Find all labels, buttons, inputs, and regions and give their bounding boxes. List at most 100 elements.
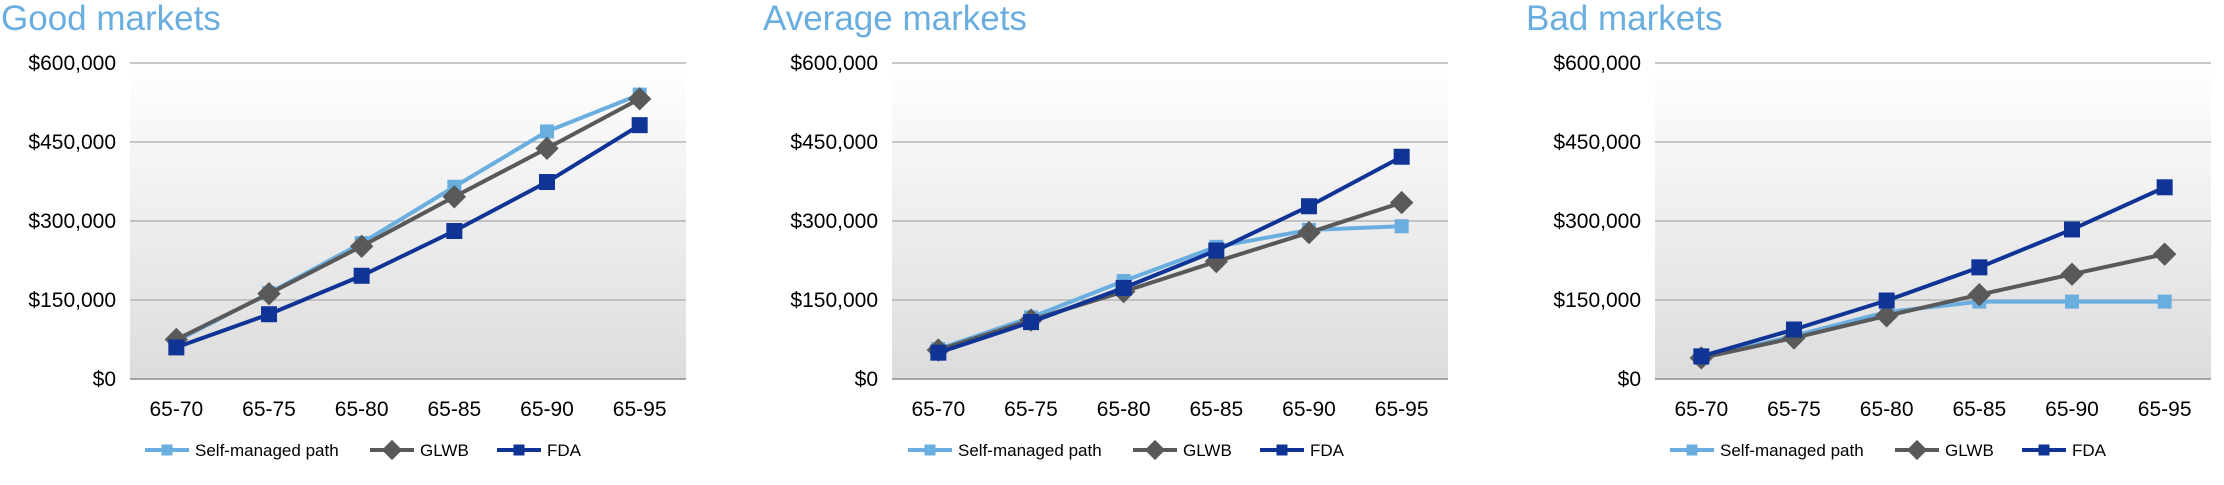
x-tick-label: 65-85 [427,398,481,421]
data-point [930,344,947,361]
data-point [168,339,185,356]
y-tick-label: $450,000 [1553,131,1641,154]
legend-label: GLWB [1945,441,1994,460]
x-tick-label: 65-85 [1189,398,1243,421]
data-point [261,306,277,323]
data-point [540,124,554,139]
data-point [1967,283,1992,307]
x-tick-label: 65-95 [1375,398,1429,421]
legend-marker [2038,444,2050,456]
legend-marker [381,439,403,461]
data-point [1878,292,1895,309]
legend-marker [1906,439,1928,461]
legend-marker [513,444,525,456]
data-point [1874,304,1899,328]
x-tick-label: 65-80 [335,398,389,421]
y-tick-label: $300,000 [1553,210,1641,233]
data-point [1394,219,1409,234]
y-tick-label: $450,000 [790,131,878,154]
chart-panel-1: Good markets $0 $150,000 $300,000 $450,000 $6… [1,0,686,461]
x-tick-label: 65-90 [520,398,574,421]
data-point [349,234,374,258]
data-point [2152,242,2177,266]
y-tick-label: $300,000 [28,210,116,233]
x-tick-label: 65-75 [1004,398,1058,421]
data-point [2065,294,2079,309]
data-point [1393,148,1410,165]
chart-title: Average markets [763,0,1027,38]
y-tick-label: $450,000 [28,131,116,154]
legend-label: Self-managed path [958,441,1102,460]
legend-label: FDA [547,441,582,460]
y-tick-label: $0 [855,368,878,391]
data-point [257,281,281,306]
chart-title: Bad markets [1526,0,1722,38]
y-tick-label: $300,000 [790,210,878,233]
data-point [1389,190,1414,215]
legend: Self-managed path GLWB FDA [145,439,582,461]
legend-marker [161,444,173,456]
y-tick-label: $150,000 [1553,289,1641,312]
data-point [442,185,467,209]
data-point [627,87,652,111]
series-line-3 [1699,185,2167,359]
y-tick-label: $600,000 [790,52,878,75]
data-point [535,136,559,161]
y-tick-label: $600,000 [28,52,116,75]
legend-marker [1276,444,1288,456]
data-point [1023,314,1039,331]
data-point [1297,220,1321,245]
x-tick-label: 65-75 [1767,398,1821,421]
y-tick-label: $0 [1618,368,1641,391]
legend-marker [1144,439,1166,461]
x-tick-label: 65-75 [242,398,296,421]
x-tick-label: 65-80 [1097,398,1151,421]
data-point [353,267,370,284]
legend-label: Self-managed path [195,441,339,460]
y-tick-label: $600,000 [1553,52,1641,75]
x-tick-label: 65-70 [149,398,203,421]
data-point [539,174,555,191]
chart-title: Good markets [1,0,221,38]
y-tick-label: $0 [93,368,116,391]
legend-label: Self-managed path [1720,441,1864,460]
data-point [1208,242,1225,259]
x-tick-label: 65-95 [613,398,667,421]
chart-panel-3: Bad markets $0 $150,000 $300,000 $450,000 $60… [1526,0,2211,461]
legend-marker [1686,444,1698,456]
series-line-3 [174,123,642,350]
y-tick-label: $150,000 [790,289,878,312]
x-tick-label: 65-95 [2138,398,2192,421]
legend-label: GLWB [420,441,469,460]
series-line-3 [936,154,1404,355]
x-tick-label: 65-70 [911,398,965,421]
x-tick-label: 65-90 [1282,398,1336,421]
data-point [2060,262,2084,286]
data-point [2064,221,2080,238]
x-tick-label: 65-90 [2045,398,2099,421]
data-point [1971,259,1988,276]
series-line-2 [174,96,642,342]
series-line-2 [936,200,1404,353]
legend-label: GLWB [1183,441,1232,460]
x-tick-label: 65-80 [1860,398,1914,421]
data-point [1693,348,1710,365]
data-point [446,223,463,240]
x-tick-label: 65-85 [1952,398,2006,421]
legend-marker [924,444,936,456]
data-point [2156,179,2173,196]
data-point [2157,294,2172,309]
chart-panel-2: Average markets $0 $150,000 $300,000 $450,00… [763,0,1448,461]
series-line-2 [1699,252,2167,360]
data-point [1301,198,1317,215]
data-point [1115,279,1132,296]
legend-label: FDA [2072,441,2107,460]
x-tick-label: 65-70 [1674,398,1728,421]
data-point [631,117,648,134]
legend: Self-managed path GLWB FDA [908,439,1345,461]
y-tick-label: $150,000 [28,289,116,312]
legend-label: FDA [1310,441,1345,460]
data-point [1786,321,1802,338]
legend: Self-managed path GLWB FDA [1670,439,2107,461]
